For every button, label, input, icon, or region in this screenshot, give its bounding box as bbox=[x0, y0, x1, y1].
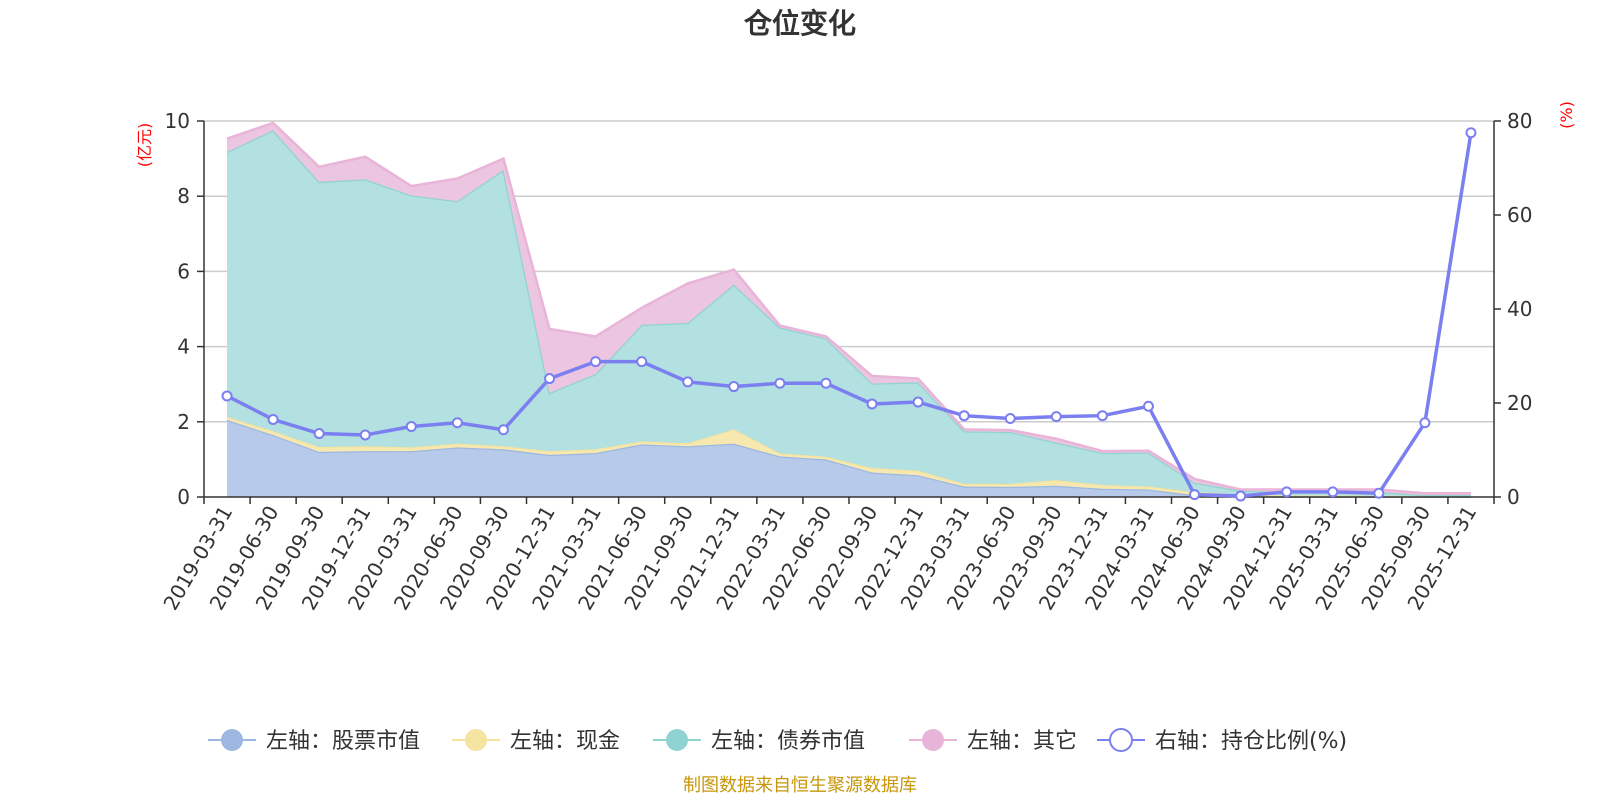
ratio-point bbox=[267, 413, 279, 425]
ratio-point bbox=[1281, 486, 1293, 498]
ratio-point bbox=[497, 424, 509, 436]
stacked-areas bbox=[226, 121, 1471, 498]
area-series-0 bbox=[227, 419, 1471, 497]
ratio-point bbox=[1189, 489, 1201, 501]
ratio-point bbox=[1050, 411, 1062, 423]
chart-title: 仓位变化 bbox=[744, 7, 856, 40]
ratio-point bbox=[1096, 410, 1108, 422]
left-axis-unit: (亿元) bbox=[135, 123, 154, 168]
left-tick-label: 10 bbox=[165, 109, 190, 133]
legend-label: 左轴：其它 bbox=[967, 729, 1077, 754]
data-source-note: 制图数据来自恒生聚源数据库 bbox=[683, 775, 917, 796]
ratio-point bbox=[958, 410, 970, 422]
legend[interactable]: 左轴：股票市值 左轴：现金 左轴：债券市值 左轴：其它 右轴：持仓比例(%) bbox=[208, 728, 1347, 754]
ratio-point bbox=[728, 381, 740, 393]
ratio-point bbox=[636, 356, 648, 368]
right-tick-label: 60 bbox=[1507, 203, 1532, 227]
ratio-point bbox=[866, 398, 878, 410]
legend-marker-icon bbox=[922, 729, 944, 751]
ratio-point bbox=[1235, 490, 1247, 502]
area-edge-series-3 bbox=[226, 121, 1471, 495]
ratio-point bbox=[682, 376, 694, 388]
ratio-point bbox=[1327, 486, 1339, 498]
left-tick-label: 8 bbox=[177, 184, 190, 208]
ratio-point bbox=[544, 373, 556, 385]
left-tick-label: 0 bbox=[177, 485, 190, 509]
right-tick-label: 20 bbox=[1507, 391, 1532, 415]
right-axis-unit: (%) bbox=[1557, 101, 1576, 129]
ratio-point bbox=[774, 377, 786, 389]
legend-item-0[interactable]: 左轴：股票市值 bbox=[208, 729, 420, 754]
legend-item-1[interactable]: 左轴：现金 bbox=[452, 729, 620, 754]
legend-marker-icon bbox=[1109, 728, 1133, 752]
legend-label: 左轴：股票市值 bbox=[266, 729, 420, 754]
ratio-point bbox=[451, 417, 463, 429]
ratio-point bbox=[359, 429, 371, 441]
legend-marker-icon bbox=[221, 729, 243, 751]
legend-marker-icon bbox=[465, 729, 487, 751]
ratio-point bbox=[912, 396, 924, 408]
left-tick-label: 2 bbox=[177, 410, 190, 434]
ratio-point bbox=[1419, 417, 1431, 429]
ratio-point bbox=[221, 390, 233, 402]
legend-item-3[interactable]: 左轴：其它 bbox=[909, 729, 1077, 754]
ratio-point bbox=[313, 428, 325, 440]
right-tick-label: 80 bbox=[1507, 109, 1532, 133]
legend-marker-icon bbox=[666, 729, 688, 751]
ratio-line bbox=[221, 127, 1477, 502]
ratio-point bbox=[590, 356, 602, 368]
ratio-point bbox=[1004, 413, 1016, 425]
ratio-point bbox=[405, 421, 417, 432]
legend-label: 左轴：现金 bbox=[510, 729, 620, 754]
ratio-point bbox=[1142, 400, 1154, 412]
left-tick-label: 6 bbox=[177, 259, 190, 283]
left-tick-label: 4 bbox=[177, 335, 190, 359]
legend-item-4[interactable]: 右轴：持仓比例(%) bbox=[1097, 728, 1347, 754]
legend-label: 左轴：债券市值 bbox=[711, 729, 865, 754]
right-tick-label: 0 bbox=[1507, 485, 1520, 509]
area-series-2 bbox=[227, 130, 1471, 496]
ratio-point bbox=[1465, 127, 1477, 139]
ratio-line-path bbox=[226, 132, 1473, 498]
ratio-point bbox=[820, 377, 832, 389]
ratio-point bbox=[1373, 487, 1385, 499]
right-tick-label: 40 bbox=[1507, 297, 1532, 321]
legend-label: 右轴：持仓比例(%) bbox=[1155, 729, 1347, 754]
legend-item-2[interactable]: 左轴：债券市值 bbox=[653, 729, 865, 754]
